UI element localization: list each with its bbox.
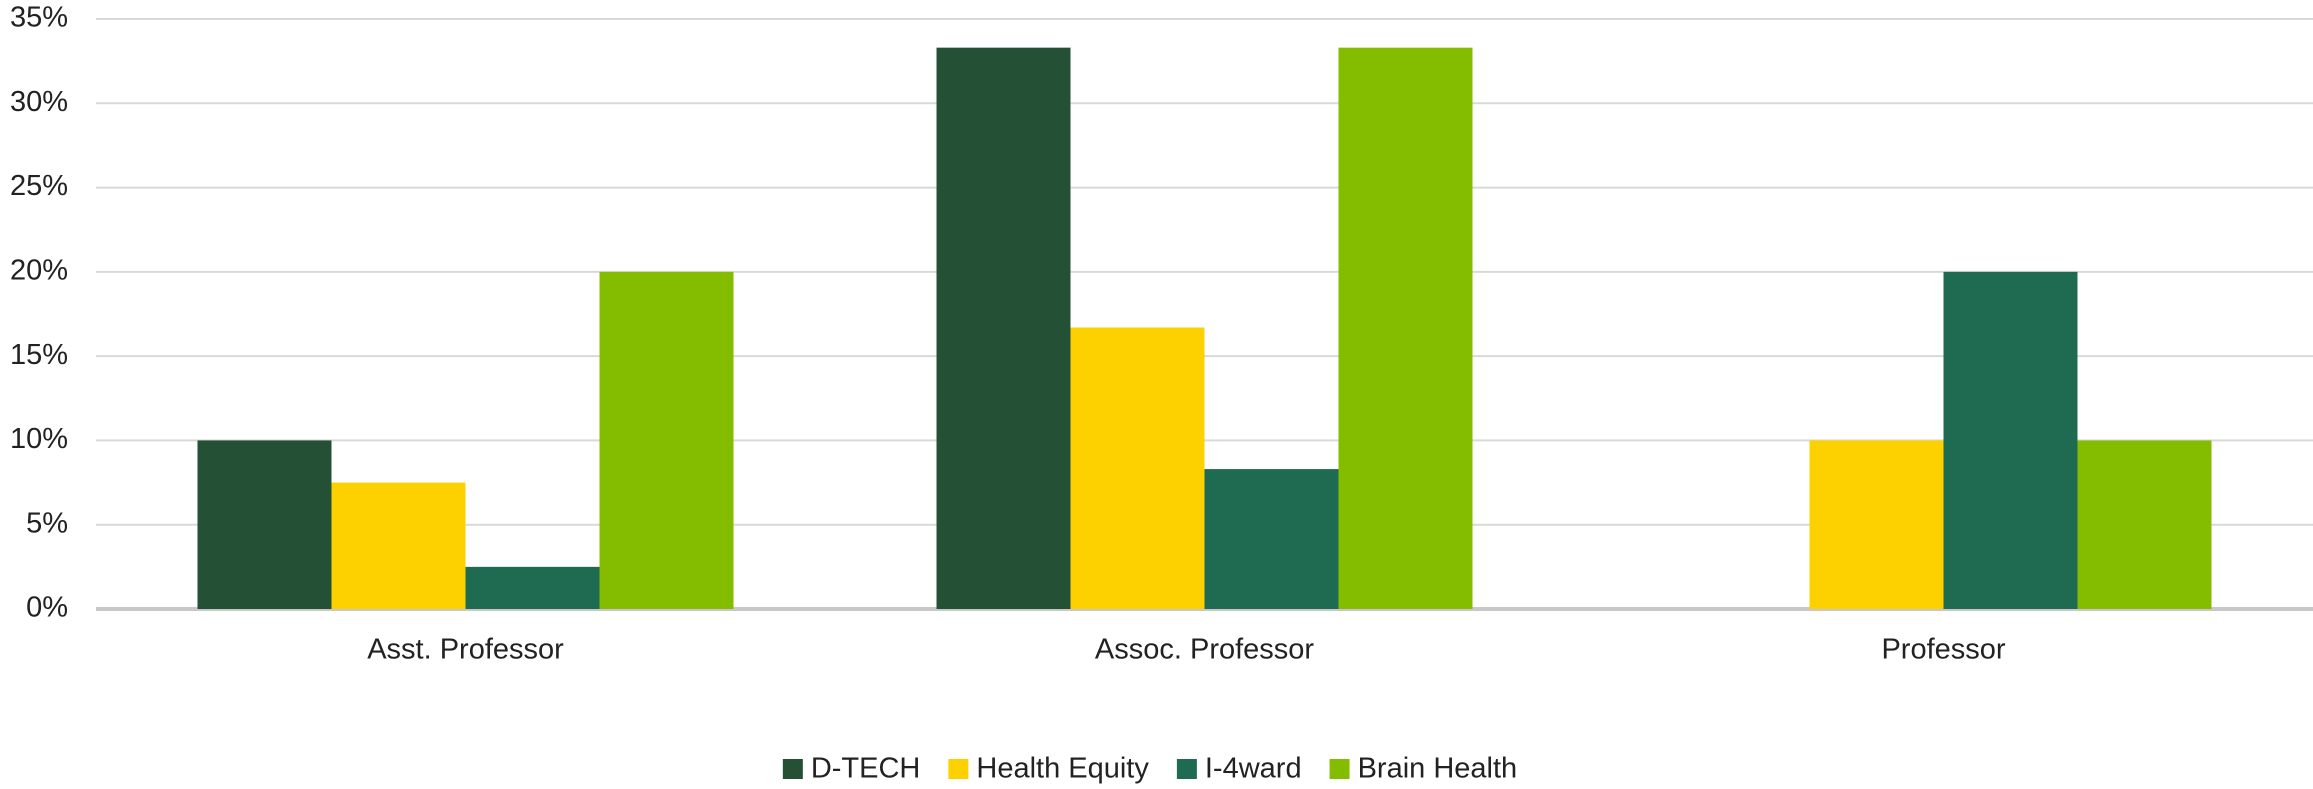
bar: [936, 47, 1071, 609]
y-tick-label: 0%: [26, 592, 68, 624]
legend-swatch: [1329, 759, 1350, 779]
legend-label: D-TECH: [811, 753, 921, 785]
y-tick-label: 30%: [10, 86, 68, 118]
bar: [1070, 327, 1205, 609]
bar: [2077, 440, 2212, 609]
y-tick-label: 35%: [10, 2, 68, 34]
bar: [197, 440, 332, 609]
y-tick-label: 5%: [26, 507, 68, 539]
x-tick-label: Assoc. Professor: [1095, 634, 1315, 666]
bar: [1338, 47, 1473, 609]
y-tick-label: 25%: [10, 170, 68, 202]
bar: [465, 566, 600, 609]
bar: [1943, 271, 2078, 609]
legend-label: I-4ward: [1205, 753, 1302, 785]
bar: [1204, 469, 1339, 609]
legend-label: Health Equity: [976, 753, 1149, 785]
y-tick-label: 20%: [10, 255, 68, 287]
y-tick-label: 15%: [10, 339, 68, 371]
legend-swatch: [782, 759, 803, 779]
legend-swatch: [1176, 759, 1197, 779]
bar: [331, 482, 466, 609]
x-tick-label: Asst. Professor: [367, 634, 564, 666]
x-tick-label: Professor: [1881, 634, 2005, 666]
bar: [599, 271, 734, 609]
legend-swatch: [948, 759, 969, 779]
bar: [1809, 440, 1944, 609]
legend-label: Brain Health: [1358, 753, 1518, 785]
y-tick-label: 10%: [10, 423, 68, 455]
